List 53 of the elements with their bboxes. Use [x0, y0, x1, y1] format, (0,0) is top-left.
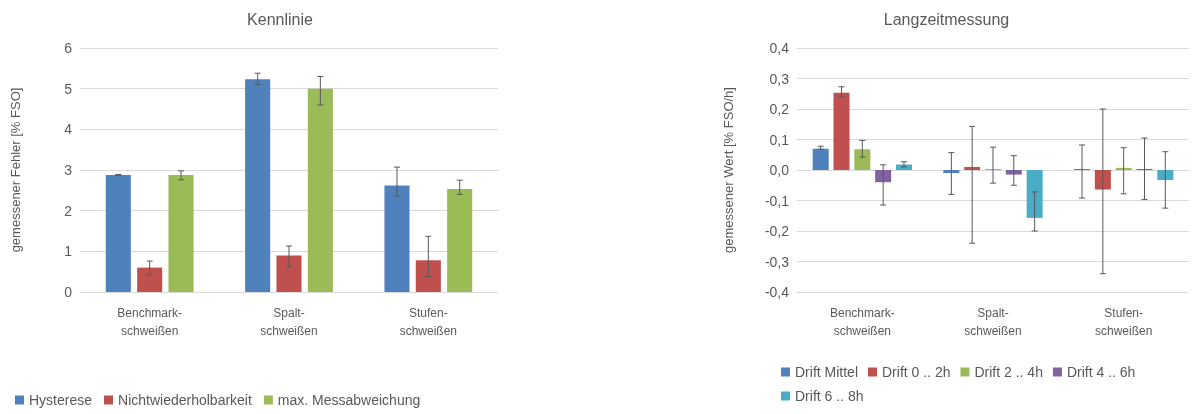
bar	[833, 92, 850, 170]
y-tick-label: 3	[64, 162, 73, 178]
bar	[105, 174, 131, 292]
bar	[1157, 170, 1174, 181]
bar	[415, 260, 441, 292]
legend-label: Drift Mittel	[795, 364, 858, 380]
bar	[1094, 170, 1111, 190]
bar	[245, 79, 271, 292]
legend-label: Drift 6 .. 8h	[795, 388, 864, 404]
bar	[964, 166, 981, 170]
y-tick-label: 0,4	[769, 40, 790, 56]
bar	[307, 88, 333, 292]
y-axis-title: gemessener Wert [% FSO/h]	[721, 87, 736, 253]
bar	[875, 170, 892, 183]
legend-label: Drift 4 .. 6h	[1066, 364, 1136, 380]
y-tick-label: 0	[64, 284, 73, 300]
y-tick-label: 0,2	[769, 101, 790, 117]
bar	[447, 189, 473, 292]
y-tick-label: 1	[64, 243, 73, 260]
legend-label: Drift 0 .. 2h	[882, 364, 951, 380]
bar	[137, 267, 163, 292]
legend-label: Drift 2 .. 4h	[974, 364, 1043, 380]
y-axis-title: gemessener Fehler [% FSO]	[8, 87, 23, 253]
x-tick-label: Benchmark- schweißen	[117, 306, 183, 338]
y-tick-label: 0,3	[769, 70, 790, 87]
y-tick-label: 0,1	[769, 131, 790, 148]
bar	[384, 185, 410, 292]
y-tick-label: -0,3	[764, 253, 790, 270]
bar	[812, 148, 829, 170]
x-tick-label: Stufen- schweißen	[399, 306, 458, 338]
bar	[1005, 170, 1022, 175]
x-tick-label: Benchmark- schweißen	[829, 306, 895, 338]
y-tick-label: -0,2	[764, 223, 790, 239]
chart-title: Kennlinie	[247, 10, 314, 28]
legend-label: max. Messabweichung	[277, 392, 421, 408]
x-tick-label: Spalt- schweißen	[964, 306, 1022, 338]
bar	[1026, 170, 1043, 218]
y-tick-label: 6	[64, 40, 73, 56]
legend-label: Hysterese	[29, 392, 93, 408]
x-tick-label: Stufen- schweißen	[1094, 306, 1153, 338]
y-tick-label: 4	[64, 121, 73, 138]
x-tick-label: Spalt- schweißen	[260, 306, 318, 338]
y-tick-label: 5	[64, 80, 73, 97]
legend-label: Nichtwiederholbarkeit	[118, 392, 252, 408]
y-tick-label: 2	[64, 202, 73, 219]
y-tick-label: -0,1	[764, 192, 790, 209]
y-tick-label: -0,4	[764, 284, 790, 300]
bar	[276, 255, 302, 292]
chart-title: Langzeitmessung	[883, 10, 1010, 28]
y-tick-label: 0,0	[769, 162, 790, 178]
bar	[854, 149, 871, 170]
bar	[168, 174, 194, 292]
bar	[943, 170, 960, 174]
